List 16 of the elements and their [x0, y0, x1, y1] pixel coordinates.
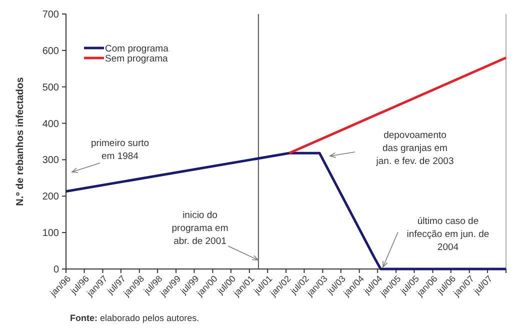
y-axis-title: N.º de rebanhos infectados [15, 76, 26, 206]
annotation: primeiro surto em 1984 [90, 138, 150, 162]
y-tick-label: 300 [42, 155, 60, 166]
y-tick-label: 200 [42, 192, 60, 203]
annotation: último caso de infecção em jun. de 2004 [406, 216, 490, 253]
y-tick-label: 600 [42, 46, 60, 57]
legend-label: Sem programa [105, 53, 169, 64]
annotation: inicio do programa em abr. de 2001 [172, 210, 228, 247]
legend-label: Com programa [105, 43, 170, 54]
y-tick-label: 100 [42, 228, 60, 240]
y-tick-label: 0 [53, 264, 60, 276]
y-tick-label: 400 [42, 118, 60, 130]
annotation: depovoamento das granjas em jan. e fev. de 2003 [375, 130, 454, 167]
y-tick-label: 500 [42, 82, 60, 94]
source-note: Fonte: elaborado pelos autores. [70, 313, 200, 323]
y-tick-label: 700 [42, 10, 60, 20]
